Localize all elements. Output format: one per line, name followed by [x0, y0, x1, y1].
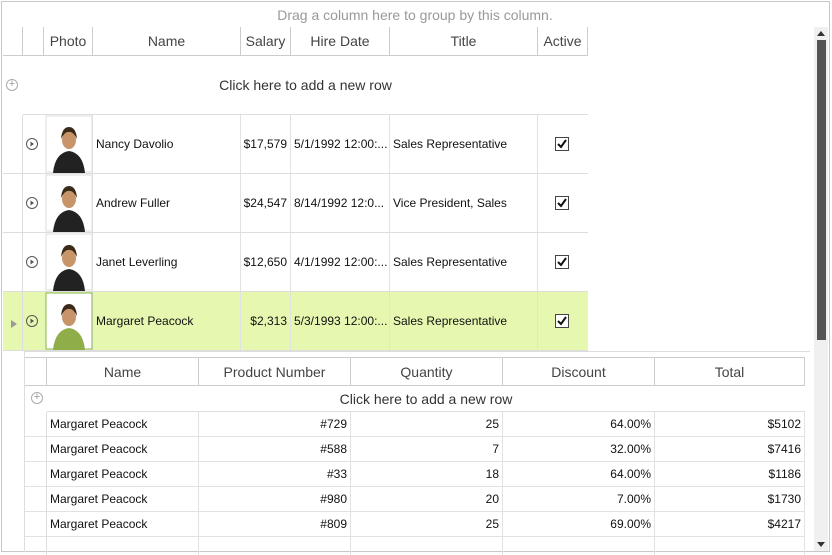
- header-indicator: [23, 27, 44, 56]
- header-indicator: [3, 27, 23, 56]
- detail-cell[interactable]: 64.00%: [503, 412, 655, 437]
- cell-salary[interactable]: $17,579: [241, 115, 291, 173]
- detail-cell[interactable]: #809: [199, 512, 351, 537]
- cell-salary[interactable]: $12,650: [241, 233, 291, 291]
- cell-name[interactable]: Andrew Fuller: [93, 174, 241, 232]
- expand-button[interactable]: [26, 315, 38, 327]
- row-indicator: [10, 316, 18, 328]
- employee-photo: [44, 174, 93, 232]
- detail-cell[interactable]: 18: [351, 462, 503, 487]
- detail-cell[interactable]: $5102: [655, 412, 805, 437]
- detail-cell: [655, 537, 805, 555]
- row-separator: [3, 232, 588, 233]
- add-icon[interactable]: +: [31, 392, 43, 404]
- expand-button[interactable]: [26, 256, 38, 268]
- detail-cell: [503, 537, 655, 555]
- detail-cell: [199, 537, 351, 555]
- detail-cell[interactable]: Margaret Peacock: [47, 437, 199, 462]
- row-divider: [22, 233, 23, 292]
- detail-cell[interactable]: 64.00%: [503, 462, 655, 487]
- cell-hire-date[interactable]: 8/14/1992 12:0...: [291, 174, 390, 232]
- detail-cell[interactable]: 7.00%: [503, 487, 655, 512]
- detail-cell[interactable]: 25: [351, 512, 503, 537]
- active-checkbox[interactable]: [555, 255, 569, 269]
- detail-panel: [24, 351, 810, 552]
- detail-cell[interactable]: $7416: [655, 437, 805, 462]
- scroll-down[interactable]: [816, 541, 826, 549]
- cell-hire-date[interactable]: 5/1/1992 12:00:...: [291, 115, 390, 173]
- detail-cell[interactable]: 7: [351, 437, 503, 462]
- cell-salary[interactable]: $2,313: [241, 292, 291, 350]
- expand-button[interactable]: [26, 138, 38, 150]
- detail-column-header[interactable]: Discount: [503, 357, 655, 386]
- cell-hire-date[interactable]: 4/1/1992 12:00:...: [291, 233, 390, 291]
- detail-cell[interactable]: #33: [199, 462, 351, 487]
- detail-cell[interactable]: Margaret Peacock: [47, 512, 199, 537]
- cell-name[interactable]: Janet Leverling: [93, 233, 241, 291]
- cell-hire-date[interactable]: 5/3/1993 12:00:...: [291, 292, 390, 350]
- cell-name[interactable]: Margaret Peacock: [93, 292, 241, 350]
- detail-cell: [351, 537, 503, 555]
- detail-cell[interactable]: $1186: [655, 462, 805, 487]
- detail-cell[interactable]: #980: [199, 487, 351, 512]
- detail-cell[interactable]: Margaret Peacock: [47, 412, 199, 437]
- row-divider: [22, 115, 23, 174]
- row-separator: [3, 350, 588, 351]
- add-icon[interactable]: +: [6, 79, 18, 91]
- cell-salary[interactable]: $24,547: [241, 174, 291, 232]
- detail-indicator-header: [25, 357, 47, 386]
- expand-button[interactable]: [26, 197, 38, 209]
- detail-add-new-row[interactable]: Click here to add a new row: [47, 386, 805, 412]
- cell-name[interactable]: Nancy Davolio: [93, 115, 241, 173]
- detail-column-header[interactable]: Quantity: [351, 357, 503, 386]
- row-divider: [22, 174, 23, 233]
- detail-indicator: [25, 462, 47, 487]
- detail-column-header[interactable]: Total: [655, 357, 805, 386]
- detail-indicator: [25, 537, 47, 555]
- cell-title[interactable]: Sales Representative: [390, 292, 538, 350]
- detail-column-header[interactable]: Product Number: [199, 357, 351, 386]
- detail-cell[interactable]: #588: [199, 437, 351, 462]
- row-separator: [3, 291, 588, 292]
- add-new-row[interactable]: Click here to add a new row: [23, 56, 588, 115]
- detail-cell[interactable]: 69.00%: [503, 512, 655, 537]
- detail-indicator: [25, 487, 47, 512]
- scrollbar-thumb[interactable]: [817, 40, 826, 340]
- detail-indicator: [25, 437, 47, 462]
- row-divider: [22, 292, 23, 351]
- detail-cell[interactable]: Margaret Peacock: [47, 462, 199, 487]
- detail-column-header[interactable]: Name: [47, 357, 199, 386]
- employee-photo: [44, 115, 93, 173]
- column-header[interactable]: Active: [538, 27, 588, 56]
- row-separator: [3, 173, 588, 174]
- active-checkbox[interactable]: [555, 196, 569, 210]
- detail-cell: [47, 537, 199, 555]
- detail-cell[interactable]: Margaret Peacock: [47, 487, 199, 512]
- column-header[interactable]: Title: [390, 27, 538, 56]
- detail-cell[interactable]: #729: [199, 412, 351, 437]
- detail-indicator: [25, 412, 47, 437]
- scroll-up[interactable]: [816, 29, 826, 37]
- detail-indicator: [25, 512, 47, 537]
- detail-cell[interactable]: $1730: [655, 487, 805, 512]
- cell-title[interactable]: Vice President, Sales: [390, 174, 538, 232]
- active-checkbox[interactable]: [555, 137, 569, 151]
- detail-cell[interactable]: 32.00%: [503, 437, 655, 462]
- group-panel[interactable]: Drag a column here to group by this colu…: [277, 6, 553, 23]
- detail-cell[interactable]: $4217: [655, 512, 805, 537]
- column-header[interactable]: Salary: [241, 27, 291, 56]
- active-checkbox[interactable]: [555, 314, 569, 328]
- cell-title[interactable]: Sales Representative: [390, 115, 538, 173]
- employee-photo: [44, 233, 93, 291]
- selected-row: [3, 292, 588, 351]
- employee-photo: [44, 292, 93, 350]
- cell-title[interactable]: Sales Representative: [390, 233, 538, 291]
- column-header[interactable]: Photo: [44, 27, 93, 56]
- detail-cell[interactable]: 20: [351, 487, 503, 512]
- column-header[interactable]: Hire Date: [291, 27, 390, 56]
- column-header[interactable]: Name: [93, 27, 241, 56]
- detail-cell[interactable]: 25: [351, 412, 503, 437]
